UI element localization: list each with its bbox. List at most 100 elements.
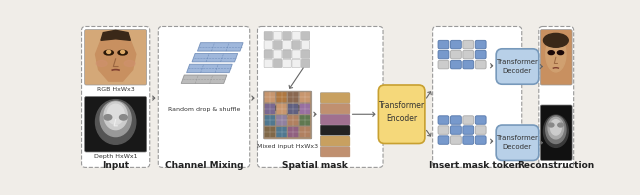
- FancyBboxPatch shape: [539, 27, 573, 167]
- Text: Input: Input: [102, 160, 129, 170]
- Ellipse shape: [118, 50, 127, 55]
- FancyBboxPatch shape: [273, 59, 282, 68]
- Ellipse shape: [96, 60, 107, 66]
- Ellipse shape: [273, 94, 303, 125]
- Ellipse shape: [557, 51, 564, 55]
- FancyBboxPatch shape: [264, 115, 275, 126]
- FancyBboxPatch shape: [438, 116, 449, 124]
- FancyBboxPatch shape: [264, 104, 275, 114]
- FancyBboxPatch shape: [288, 104, 298, 114]
- FancyBboxPatch shape: [463, 50, 474, 59]
- Ellipse shape: [104, 115, 112, 120]
- FancyBboxPatch shape: [476, 50, 486, 59]
- Ellipse shape: [268, 94, 307, 134]
- Polygon shape: [192, 53, 237, 62]
- FancyBboxPatch shape: [283, 59, 291, 68]
- FancyBboxPatch shape: [292, 31, 301, 40]
- FancyBboxPatch shape: [276, 92, 287, 103]
- FancyBboxPatch shape: [476, 40, 486, 49]
- Text: Depth HxWx1: Depth HxWx1: [94, 154, 138, 159]
- FancyBboxPatch shape: [301, 41, 310, 49]
- FancyBboxPatch shape: [288, 92, 298, 103]
- FancyBboxPatch shape: [283, 31, 291, 40]
- Ellipse shape: [104, 102, 127, 130]
- Ellipse shape: [548, 51, 554, 55]
- FancyBboxPatch shape: [273, 31, 282, 40]
- FancyBboxPatch shape: [300, 115, 310, 126]
- FancyBboxPatch shape: [451, 126, 461, 134]
- FancyBboxPatch shape: [273, 50, 282, 58]
- Text: Transformer
Decoder: Transformer Decoder: [496, 136, 538, 150]
- FancyBboxPatch shape: [283, 41, 291, 49]
- FancyBboxPatch shape: [463, 136, 474, 144]
- FancyBboxPatch shape: [463, 60, 474, 69]
- FancyBboxPatch shape: [273, 41, 282, 49]
- Ellipse shape: [546, 116, 566, 144]
- FancyBboxPatch shape: [84, 30, 147, 85]
- Text: Mixed input HxWx3: Mixed input HxWx3: [257, 144, 318, 149]
- Bar: [321, 136, 349, 145]
- FancyBboxPatch shape: [438, 40, 449, 49]
- FancyBboxPatch shape: [264, 91, 312, 139]
- FancyBboxPatch shape: [378, 85, 425, 144]
- FancyBboxPatch shape: [264, 31, 273, 40]
- Bar: [321, 93, 349, 102]
- Bar: [321, 115, 349, 123]
- FancyBboxPatch shape: [476, 116, 486, 124]
- FancyBboxPatch shape: [264, 59, 273, 68]
- Text: Transformer
Encoder: Transformer Encoder: [379, 101, 425, 123]
- FancyBboxPatch shape: [292, 41, 301, 49]
- Polygon shape: [197, 43, 243, 51]
- FancyBboxPatch shape: [283, 50, 291, 58]
- FancyBboxPatch shape: [288, 115, 298, 126]
- FancyBboxPatch shape: [496, 49, 539, 84]
- Bar: [321, 126, 349, 134]
- FancyBboxPatch shape: [301, 50, 310, 58]
- FancyBboxPatch shape: [300, 92, 310, 103]
- Polygon shape: [101, 30, 131, 40]
- Ellipse shape: [543, 36, 568, 79]
- FancyBboxPatch shape: [292, 59, 301, 68]
- Ellipse shape: [543, 33, 568, 47]
- FancyBboxPatch shape: [496, 125, 539, 160]
- FancyBboxPatch shape: [320, 125, 349, 135]
- Text: RGB HxWx3: RGB HxWx3: [97, 87, 134, 92]
- FancyBboxPatch shape: [320, 93, 349, 103]
- FancyBboxPatch shape: [292, 50, 301, 58]
- Bar: [321, 104, 349, 113]
- FancyBboxPatch shape: [320, 104, 349, 113]
- Text: Insert mask token: Insert mask token: [429, 160, 522, 170]
- FancyBboxPatch shape: [463, 40, 474, 49]
- FancyBboxPatch shape: [438, 136, 449, 144]
- FancyBboxPatch shape: [301, 31, 310, 40]
- Ellipse shape: [548, 123, 554, 127]
- FancyBboxPatch shape: [451, 136, 461, 144]
- FancyBboxPatch shape: [463, 116, 474, 124]
- Ellipse shape: [543, 115, 568, 147]
- Ellipse shape: [550, 120, 561, 135]
- FancyBboxPatch shape: [320, 136, 349, 146]
- Ellipse shape: [107, 50, 111, 53]
- FancyBboxPatch shape: [451, 40, 461, 49]
- Text: Spatial mask: Spatial mask: [282, 160, 348, 170]
- FancyBboxPatch shape: [264, 92, 275, 103]
- FancyBboxPatch shape: [320, 147, 349, 157]
- Text: Random drop & shuffle: Random drop & shuffle: [168, 107, 240, 112]
- FancyBboxPatch shape: [264, 50, 273, 58]
- FancyBboxPatch shape: [276, 127, 287, 137]
- FancyBboxPatch shape: [476, 60, 486, 69]
- FancyBboxPatch shape: [476, 126, 486, 134]
- Ellipse shape: [104, 50, 113, 55]
- Ellipse shape: [558, 123, 563, 127]
- FancyBboxPatch shape: [438, 60, 449, 69]
- FancyBboxPatch shape: [257, 27, 383, 167]
- FancyBboxPatch shape: [451, 116, 461, 124]
- FancyBboxPatch shape: [540, 30, 572, 85]
- Polygon shape: [181, 75, 227, 83]
- Polygon shape: [187, 64, 232, 73]
- Ellipse shape: [100, 101, 131, 136]
- Ellipse shape: [293, 105, 301, 111]
- FancyBboxPatch shape: [276, 115, 287, 126]
- FancyBboxPatch shape: [438, 126, 449, 134]
- Ellipse shape: [546, 36, 566, 72]
